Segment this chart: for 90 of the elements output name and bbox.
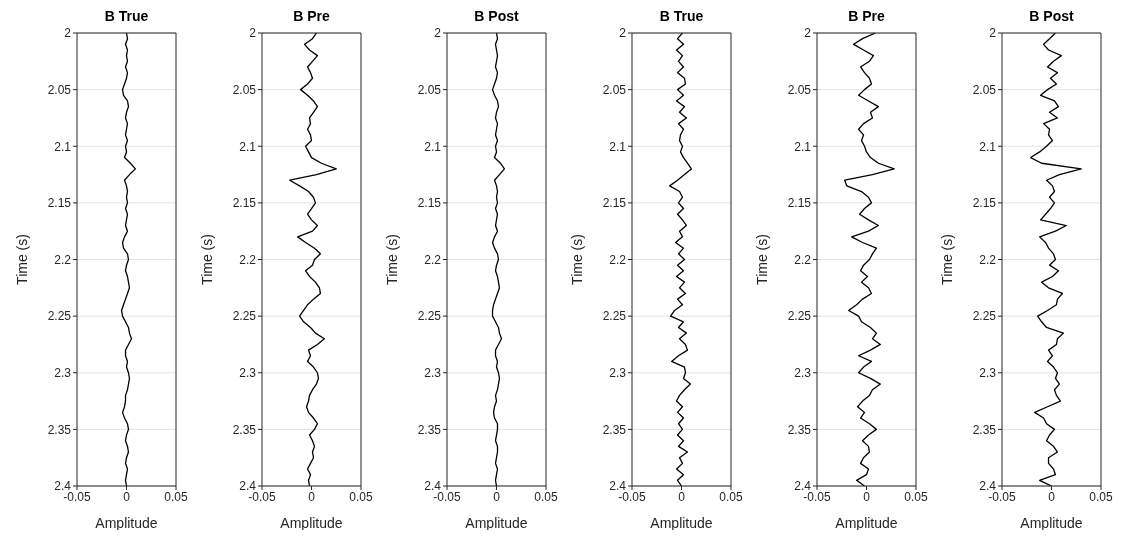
x-tick-label: 0 bbox=[308, 489, 316, 504]
x-tick-label: 0.05 bbox=[164, 489, 188, 504]
y-tick-label: 2.05 bbox=[972, 82, 997, 97]
y-tick-label: 2 bbox=[804, 26, 812, 41]
y-tick-label: 2.1 bbox=[609, 139, 627, 154]
y-axis-title: Time (s) bbox=[938, 234, 955, 285]
y-axis-title: Time (s) bbox=[568, 234, 585, 285]
y-tick-label: 2 bbox=[619, 26, 627, 41]
x-axis-title: Amplitude bbox=[280, 515, 343, 531]
y-tick-label: 2.05 bbox=[232, 82, 257, 97]
y-tick-label: 2.3 bbox=[979, 366, 997, 381]
y-tick-label: 2 bbox=[249, 26, 257, 41]
chart-title: B Post bbox=[1028, 8, 1075, 24]
y-tick-label: 2.35 bbox=[417, 422, 442, 437]
y-tick-label: 2.1 bbox=[54, 139, 72, 154]
x-tick-label: 0.05 bbox=[1089, 489, 1113, 504]
y-tick-label: 2.05 bbox=[47, 82, 72, 97]
y-tick-label: 2.3 bbox=[424, 366, 442, 381]
x-tick-label: 0.05 bbox=[349, 489, 373, 504]
y-tick-label: 2.15 bbox=[602, 196, 627, 211]
y-tick-label: 2.25 bbox=[47, 309, 72, 324]
x-axis-title: Amplitude bbox=[835, 515, 898, 531]
chart-title: B True bbox=[103, 8, 150, 24]
y-tick-label: 2.15 bbox=[232, 196, 257, 211]
y-tick-label: 2.2 bbox=[794, 252, 812, 267]
x-tick-label: -0.05 bbox=[63, 489, 91, 504]
y-tick-label: 2.15 bbox=[47, 196, 72, 211]
y-axis-title: Time (s) bbox=[198, 234, 215, 285]
x-tick-label: 0 bbox=[123, 489, 131, 504]
y-axis-title: Time (s) bbox=[383, 234, 400, 285]
line-series bbox=[289, 33, 337, 486]
x-axis-title: Amplitude bbox=[1020, 515, 1083, 531]
y-tick-label: 2.15 bbox=[972, 196, 997, 211]
y-tick-label: 2.3 bbox=[609, 366, 627, 381]
y-tick-label: 2.05 bbox=[417, 82, 442, 97]
line-series bbox=[1030, 33, 1082, 486]
y-tick-label: 2.2 bbox=[239, 252, 257, 267]
y-axis-title: Time (s) bbox=[13, 234, 30, 285]
x-tick-label: -0.05 bbox=[988, 489, 1016, 504]
y-tick-label: 2.25 bbox=[602, 309, 627, 324]
y-tick-label: 2.3 bbox=[54, 366, 72, 381]
y-tick-label: 2.3 bbox=[794, 366, 812, 381]
x-tick-label: 0 bbox=[1048, 489, 1056, 504]
y-tick-label: 2 bbox=[64, 26, 72, 41]
chart-title: B Pre bbox=[847, 8, 886, 24]
x-tick-label: 0 bbox=[678, 489, 686, 504]
y-tick-label: 2.25 bbox=[232, 309, 257, 324]
x-tick-label: 0.05 bbox=[904, 489, 928, 504]
y-tick-label: 2 bbox=[434, 26, 442, 41]
y-tick-label: 2.15 bbox=[417, 196, 442, 211]
y-tick-label: 2.3 bbox=[239, 366, 257, 381]
line-series bbox=[844, 33, 895, 486]
y-tick-label: 2.1 bbox=[424, 139, 442, 154]
y-tick-label: 2.25 bbox=[972, 309, 997, 324]
y-tick-label: 2.35 bbox=[232, 422, 257, 437]
y-tick-label: 2.35 bbox=[972, 422, 997, 437]
chart-title: B Pre bbox=[292, 8, 331, 24]
y-tick-label: 2.1 bbox=[979, 139, 997, 154]
y-axis-title: Time (s) bbox=[753, 234, 770, 285]
y-tick-label: 2.2 bbox=[609, 252, 627, 267]
chart-title: B True bbox=[658, 8, 705, 24]
y-tick-label: 2.2 bbox=[979, 252, 997, 267]
x-tick-label: 0.05 bbox=[719, 489, 743, 504]
line-series bbox=[668, 33, 693, 486]
y-tick-label: 2.35 bbox=[47, 422, 72, 437]
y-tick-label: 2 bbox=[989, 26, 997, 41]
y-tick-label: 2.35 bbox=[602, 422, 627, 437]
y-tick-label: 2.15 bbox=[787, 196, 812, 211]
y-tick-label: 2.2 bbox=[424, 252, 442, 267]
x-tick-label: 0.05 bbox=[534, 489, 558, 504]
y-tick-label: 2.1 bbox=[794, 139, 812, 154]
y-tick-label: 2.25 bbox=[787, 309, 812, 324]
x-tick-label: -0.05 bbox=[803, 489, 831, 504]
y-tick-label: 2.2 bbox=[54, 252, 72, 267]
x-tick-label: -0.05 bbox=[433, 489, 461, 504]
chart-title: B Post bbox=[473, 8, 520, 24]
y-tick-label: 2.25 bbox=[417, 309, 442, 324]
x-tick-label: 0 bbox=[863, 489, 871, 504]
y-tick-label: 2.35 bbox=[787, 422, 812, 437]
line-series bbox=[491, 33, 506, 486]
x-tick-label: 0 bbox=[493, 489, 501, 504]
y-tick-label: 2.05 bbox=[602, 82, 627, 97]
x-tick-label: -0.05 bbox=[248, 489, 276, 504]
line-series bbox=[120, 33, 137, 486]
y-tick-label: 2.05 bbox=[787, 82, 812, 97]
x-axis-title: Amplitude bbox=[650, 515, 713, 531]
x-tick-label: -0.05 bbox=[618, 489, 646, 504]
x-axis-title: Amplitude bbox=[95, 515, 158, 531]
y-tick-label: 2.1 bbox=[239, 139, 257, 154]
x-axis-title: Amplitude bbox=[465, 515, 528, 531]
